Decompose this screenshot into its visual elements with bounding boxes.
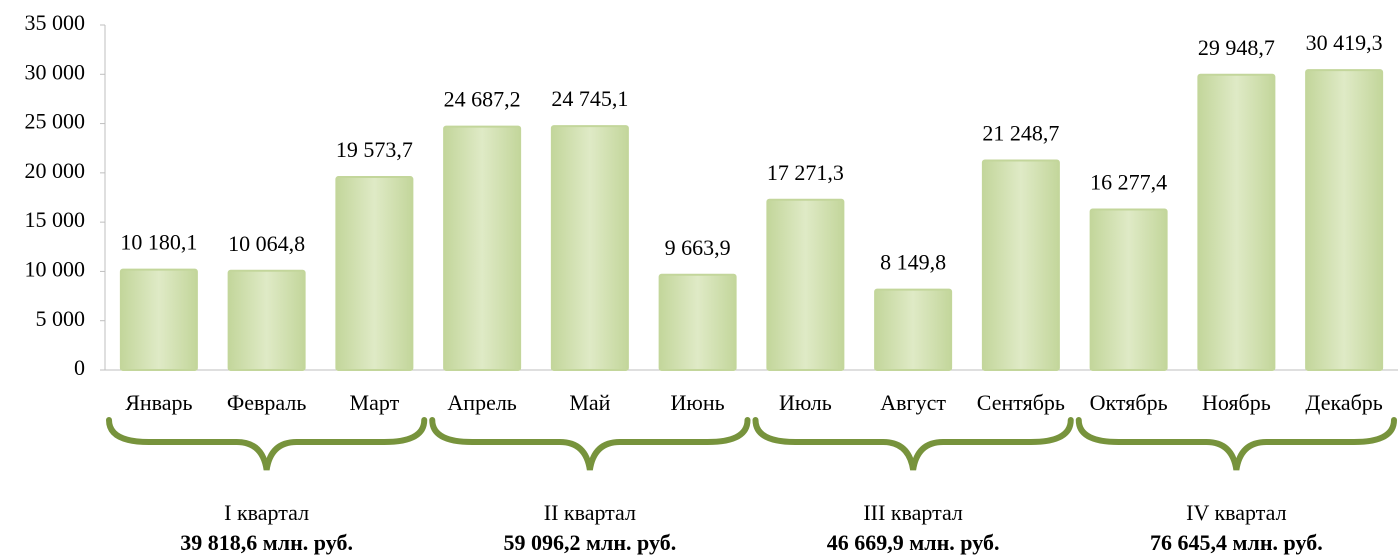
bar	[874, 288, 953, 371]
x-tick-label: Январь	[125, 390, 192, 415]
value-label: 21 248,7	[982, 121, 1059, 146]
value-label: 8 149,8	[880, 250, 946, 275]
value-label: 16 277,4	[1090, 170, 1167, 195]
value-label: 24 687,2	[444, 87, 521, 112]
bar	[119, 268, 198, 371]
y-tick-label: 5 000	[36, 306, 86, 331]
value-label: 10 064,8	[228, 231, 305, 256]
quarter-total: 46 669,9 млн. руб.	[827, 530, 1000, 555]
value-label: 19 573,7	[336, 137, 413, 162]
x-tick-label: Февраль	[227, 390, 307, 415]
bar	[1197, 73, 1276, 372]
quarter-total: 59 096,2 млн. руб.	[504, 530, 677, 555]
quarter-label: I квартал	[224, 500, 309, 525]
bar	[658, 273, 737, 371]
value-label: 17 271,3	[767, 160, 844, 185]
y-tick-label: 20 000	[25, 158, 86, 183]
x-tick-label: Март	[350, 390, 400, 415]
x-tick-label: Июль	[779, 390, 832, 415]
y-tick-label: 15 000	[25, 207, 86, 232]
y-tick-label: 0	[74, 355, 85, 380]
bar	[335, 176, 414, 371]
x-tick-label: Август	[880, 390, 946, 415]
bar	[981, 159, 1060, 371]
value-label: 10 180,1	[120, 230, 197, 255]
value-label: 30 419,3	[1306, 30, 1383, 55]
x-tick-label: Апрель	[447, 390, 516, 415]
value-label: 29 948,7	[1198, 35, 1275, 60]
quarter-total: 39 818,6 млн. руб.	[180, 530, 353, 555]
quarter-brace	[429, 417, 751, 471]
y-tick-label: 30 000	[25, 59, 86, 84]
x-tick-label: Май	[569, 390, 610, 415]
quarter-brace	[106, 417, 428, 471]
bar	[227, 269, 306, 371]
bar	[766, 198, 845, 371]
quarter-brace	[1075, 417, 1397, 471]
bar	[1305, 69, 1384, 371]
bar	[443, 125, 522, 371]
y-tick-label: 10 000	[25, 256, 86, 281]
quarter-label: II квартал	[544, 500, 636, 525]
value-label: 24 745,1	[551, 86, 628, 111]
y-tick-label: 35 000	[25, 10, 86, 35]
quarter-brace	[752, 417, 1074, 471]
value-label: 9 663,9	[665, 235, 731, 260]
quarter-label: IV квартал	[1186, 500, 1286, 525]
x-tick-label: Октябрь	[1090, 390, 1168, 415]
x-tick-label: Декабрь	[1305, 390, 1382, 415]
x-tick-label: Сентябрь	[977, 390, 1065, 415]
x-tick-label: Ноябрь	[1202, 390, 1271, 415]
quarter-total: 76 645,4 млн. руб.	[1150, 530, 1323, 555]
x-tick-label: Июнь	[671, 390, 725, 415]
quarter-label: III квартал	[863, 500, 963, 525]
bar	[550, 125, 629, 371]
bar	[1089, 208, 1168, 371]
y-tick-label: 25 000	[25, 109, 86, 134]
